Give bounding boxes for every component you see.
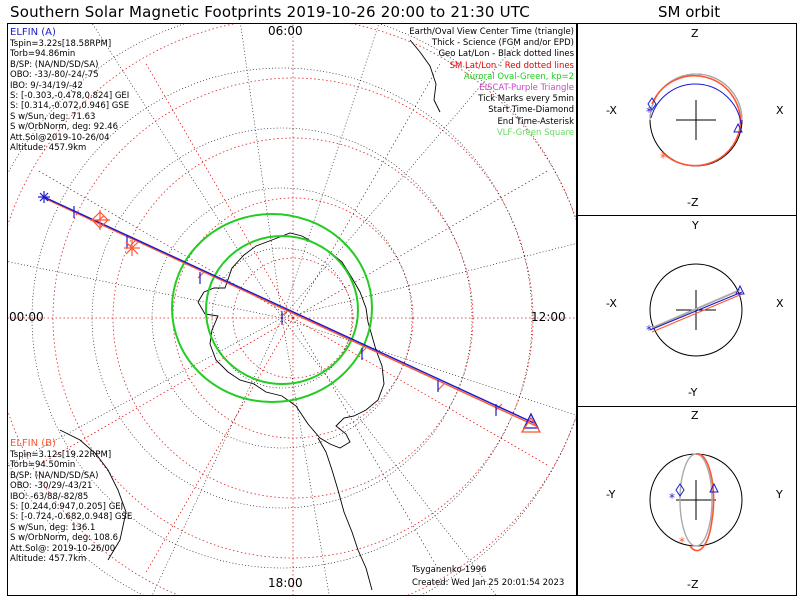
orbit-title: SM orbit [658, 3, 721, 21]
orbit-plot-xy: * [646, 263, 745, 357]
clock-label-right: 12:00 [531, 310, 566, 324]
legend-item: EISCAT-Purple Triangle [479, 83, 574, 94]
auroral-oval-outer [171, 213, 373, 403]
elfin-b-info-line: OBO: -30/29/-43/21 [10, 481, 93, 492]
orbit-xz-left-label: -X [606, 104, 617, 117]
auroral-oval-inner [205, 235, 359, 385]
legend-item: Auroral Oval-Green, kp=2 [463, 71, 574, 82]
geo-grid-circles [8, 24, 576, 595]
svg-text:*: * [669, 491, 675, 505]
elfin-a-track [43, 196, 537, 425]
elfin-b-info-line: S w/OrbNorm, deg: 108.6 [10, 533, 119, 544]
elfin-b-info-line: B/SP: (NA/ND/SD/SA) [10, 470, 99, 481]
legend-item: VLF-Green Square [496, 127, 574, 138]
legend-item: Start Time-Diamond [488, 105, 574, 116]
orbit-yz-top-label: Z [691, 409, 699, 422]
orbit-xz-right-label: X [776, 104, 784, 117]
created-label: Created: Wed Jan 25 20:01:54 2023 [412, 578, 565, 588]
orbit-xy-top-label: Y [692, 219, 699, 232]
svg-text:*: * [660, 151, 666, 165]
elfin-a-info-line: S: [0.314,-0.072,0.946] GSE [10, 101, 130, 112]
clock-label-top: 06:00 [268, 24, 303, 38]
elfin-b-info-line: S: [0.244,0.947,0.205] GEI [10, 502, 124, 513]
svg-text:*: * [646, 105, 652, 119]
legend: Earth/Oval View Center Time (triangle) Th… [409, 27, 574, 139]
legend-item: Geo Lat/Lon - Black dotted lines [438, 49, 574, 60]
australia-coastline [59, 429, 127, 561]
legend-item: SM Lat/Lon - Red dotted lines [449, 60, 574, 71]
africa-coastline [409, 39, 441, 113]
geo-grid-radials [8, 24, 576, 595]
elfin-a-info-line: Att.Sol@2019-10-26/04 [10, 132, 110, 143]
elfin-b-info-line: S w/Sun, deg: 136.1 [10, 522, 96, 533]
elfin-b-info-line: Altitude: 457.7km [10, 554, 87, 565]
elfin-a-info-line: Altitude: 457.9km [10, 143, 87, 154]
elfin-a-name: ELFIN (A) [10, 27, 56, 38]
orbit-plot-yz: * * [649, 452, 743, 552]
page-title: Southern Solar Magnetic Footprints 2019-… [10, 3, 530, 21]
orbit-yz-right-label: Y [776, 488, 783, 501]
svg-text:*: * [679, 535, 685, 549]
elfin-a-info-line: Tspin=3.22s[18.58RPM] [10, 39, 112, 49]
legend-item: Tick Marks every 5min [478, 94, 574, 105]
elfin-b-info-line: Torb=94.50min [10, 460, 76, 471]
elfin-a-info-line: IBO: 9/-34/19/-42 [10, 80, 83, 91]
end-time-asterisk-b [124, 240, 140, 256]
orbit-yz-left-label: -Y [606, 488, 616, 501]
elfin-b-info-line: IBO: -63/88/-82/85 [10, 491, 89, 502]
south-america-coastline [317, 437, 373, 591]
elfin-a-info-line: S: [-0.303,-0.478,0.824] GEI [10, 91, 130, 102]
orbit-xz-top-label: Z [691, 27, 699, 40]
legend-item: Earth/Oval View Center Time (triangle) [409, 27, 574, 37]
orbit-xz-bottom-label: -Z [687, 196, 699, 209]
legend-item: End Time-Asterisk [497, 116, 574, 127]
elfin-a-info: ELFIN (A) Tspin=3.22s[18.58RPM] Torb=94.8… [10, 27, 129, 153]
elfin-a-info-line: Torb=94.86min [10, 49, 76, 60]
model-label: Tsyganenko-1996 [412, 565, 487, 575]
elfin-a-info-line: B/SP: (NA/ND/SD/SA) [10, 59, 99, 70]
clock-label-left: 00:00 [9, 310, 44, 324]
elfin-b-info: ELFIN (B) Tspin=3.12s[19.22RPM] Torb=94.5… [10, 438, 132, 564]
orbit-plot-xz: * * [646, 73, 743, 167]
elfin-a-info-line: S w/Sun, deg: 71.63 [10, 111, 96, 122]
orbit-xy-left-label: -X [606, 297, 617, 310]
start-time-diamond [90, 210, 110, 230]
svg-text:*: * [646, 323, 652, 337]
elfin-b-info-line: Tspin=3.12s[19.22RPM] [10, 450, 112, 460]
clock-label-bottom: 18:00 [268, 576, 303, 590]
elfin-a-info-line: OBO: -33/-80/-24/-75 [10, 70, 99, 81]
orbit-yz-bottom-label: -Z [687, 578, 699, 591]
footprint-map-panel [7, 23, 577, 596]
elfin-a-info-line: S w/OrbNorm, deg: 92.46 [10, 122, 119, 133]
orbit-xy-bottom-label: -Y [688, 386, 698, 399]
elfin-b-info-line: Att.Sol@: 2019-10-26/00 [10, 543, 116, 554]
orbit-panel-yz [577, 406, 797, 596]
center-time-triangle [520, 412, 542, 433]
elfin-b-name: ELFIN (B) [10, 438, 56, 449]
orbit-xy-right-label: X [776, 297, 784, 310]
legend-item: Thick - Science (FGM and/or EPD) [431, 38, 574, 49]
end-time-asterisk-a [38, 191, 50, 203]
elfin-b-info-line: S: [-0.724,-0.682,0.948] GSE [10, 512, 133, 523]
